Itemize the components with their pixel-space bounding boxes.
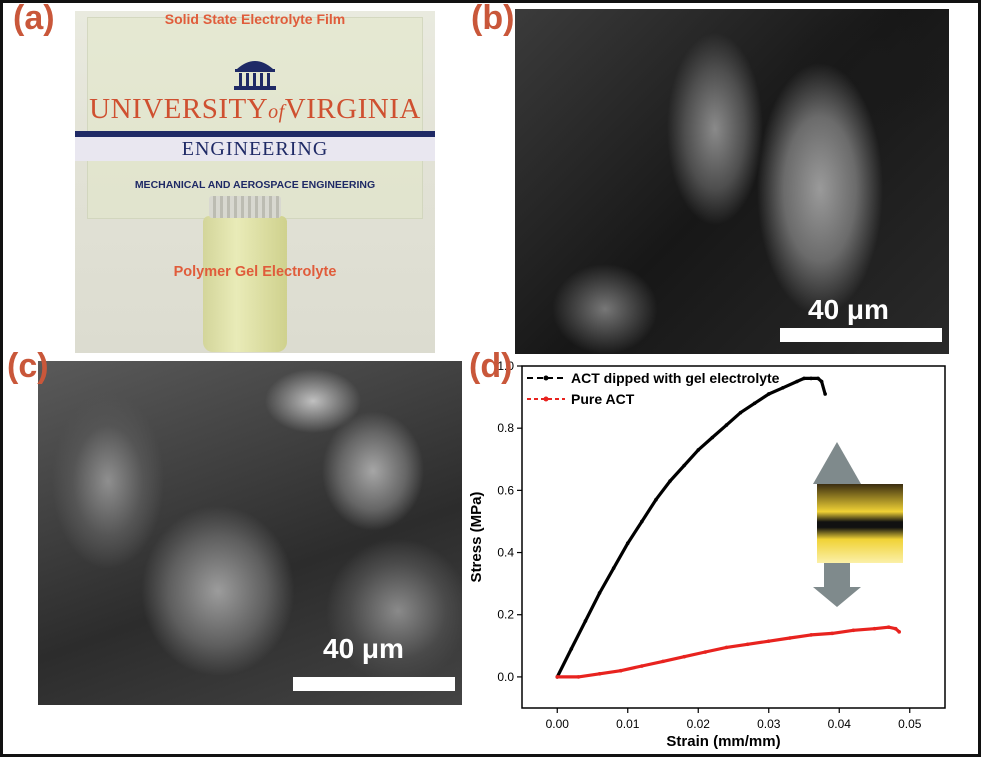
scale-label-c: 40 μm xyxy=(323,633,404,664)
y-tick-label: 0.4 xyxy=(497,546,514,560)
department-label: MECHANICAL AND AEROSPACE ENGINEERING xyxy=(134,179,376,191)
series-point-0 xyxy=(766,392,771,396)
series-point-1 xyxy=(809,633,813,637)
y-tick-label: 0.6 xyxy=(497,483,514,497)
electrolyte-film xyxy=(87,17,423,219)
scale-bar-c xyxy=(293,677,455,691)
rotunda-logo-icon xyxy=(234,61,276,90)
university-name: UNIVERSITYofVIRGINIA xyxy=(89,93,421,125)
film-caption: Solid State Electrolyte Film xyxy=(164,11,346,27)
scale-bar-b xyxy=(780,328,942,342)
x-tick-label: 0.05 xyxy=(898,717,922,731)
series-point-1 xyxy=(886,625,891,629)
x-axis-label: Strain (mm/mm) xyxy=(666,733,780,750)
series-point-1 xyxy=(618,668,623,673)
series-point-0 xyxy=(625,541,630,546)
series-point-0 xyxy=(654,497,658,502)
y-tick-label: 0.0 xyxy=(497,670,514,684)
series-point-1 xyxy=(745,642,750,647)
photo-panel-a: Solid State Electrolyte Film UNIVERSITYo… xyxy=(75,11,435,353)
panel-label-a: (a) xyxy=(13,0,55,37)
panel-label-d: (d) xyxy=(469,347,513,385)
sem-image-b: 40 μm xyxy=(515,9,949,354)
series-point-1 xyxy=(872,626,877,631)
series-point-0 xyxy=(809,376,813,381)
series-point-1 xyxy=(576,675,581,679)
stress-strain-chart: 0.00 0.01 0.02 0.03 0.04 0.05 0.0 0.2 0.4 0.6 0.8 1… xyxy=(468,361,946,750)
series-point-1 xyxy=(724,645,729,650)
plot-frame xyxy=(521,365,946,709)
legend-marker-1 xyxy=(543,396,549,402)
y-tick-label: 1.0 xyxy=(497,361,514,373)
series-point-1 xyxy=(897,630,901,634)
series-point-0 xyxy=(611,566,616,570)
series-point-1 xyxy=(555,675,560,679)
tensile-specimen-icon xyxy=(813,442,903,607)
series-point-0 xyxy=(569,647,574,651)
series-point-0 xyxy=(795,379,799,384)
series-point-0 xyxy=(816,376,820,381)
panel-label-b: (b) xyxy=(471,0,515,37)
legend-label-0: ACT dipped with gel electrolyte xyxy=(571,370,780,386)
series-point-0 xyxy=(802,376,806,381)
panel-label-c: (c) xyxy=(7,347,49,385)
series-point-1 xyxy=(766,639,771,643)
x-tick-label: 0.02 xyxy=(687,717,711,731)
y-tick-label: 0.8 xyxy=(497,421,514,435)
series-point-0 xyxy=(752,401,757,406)
series-point-1 xyxy=(640,664,644,668)
series-point-0 xyxy=(823,392,827,396)
series-point-1 xyxy=(830,631,834,636)
sem-image-c: 40 μm xyxy=(38,361,462,705)
series-point-1 xyxy=(682,654,686,659)
x-tick-label: 0.04 xyxy=(828,717,852,731)
series-point-0 xyxy=(668,479,672,483)
engineering-label: ENGINEERING xyxy=(75,137,435,161)
series-point-0 xyxy=(724,423,729,427)
series-point-0 xyxy=(738,410,743,415)
legend-marker-0 xyxy=(543,375,549,381)
legend-label-1: Pure ACT xyxy=(571,391,635,407)
scale-label-b: 40 μm xyxy=(808,294,889,325)
series-point-1 xyxy=(661,659,665,664)
series-point-0 xyxy=(682,463,686,468)
gel-caption: Polymer Gel Electrolyte xyxy=(173,264,337,280)
series-point-1 xyxy=(597,672,602,676)
series-point-1 xyxy=(703,650,708,654)
series-point-0 xyxy=(781,385,785,390)
series-point-0 xyxy=(640,519,644,524)
series-point-0 xyxy=(819,379,824,384)
series-point-1 xyxy=(851,628,856,633)
series-point-0 xyxy=(696,448,701,452)
gel-vial xyxy=(203,196,287,352)
series-point-1 xyxy=(893,626,898,631)
series-line-1 xyxy=(557,625,901,679)
series-point-1 xyxy=(788,636,792,640)
series-point-0 xyxy=(597,591,602,595)
series-point-0 xyxy=(583,619,588,623)
series-line-0 xyxy=(555,376,827,678)
y-axis-label: Stress (MPa) xyxy=(468,492,485,583)
x-tick-label: 0.01 xyxy=(616,717,640,731)
series-point-0 xyxy=(710,435,715,440)
x-tick-label: 0.03 xyxy=(757,717,781,731)
y-tick-label: 0.2 xyxy=(497,608,514,622)
x-tick-label: 0.00 xyxy=(546,717,570,731)
